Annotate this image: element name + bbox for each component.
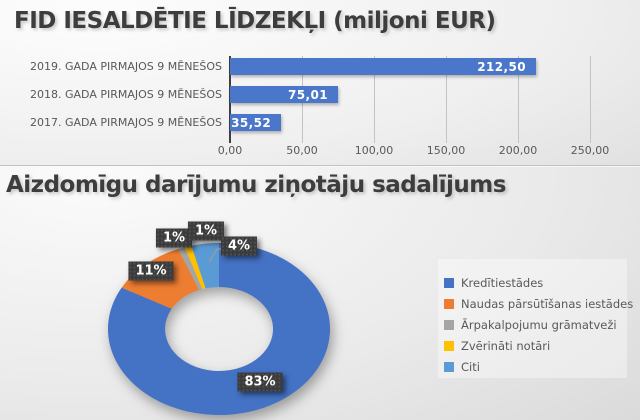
gridline bbox=[590, 56, 591, 143]
legend-color-swatch bbox=[444, 277, 454, 288]
bar-chart-panel-background bbox=[0, 0, 640, 166]
value-axis-tick-label: 50,00 bbox=[286, 144, 318, 157]
legend-color-swatch bbox=[444, 361, 454, 372]
gridline bbox=[518, 56, 519, 143]
legend-item: Naudas pārsūtīšanas iestādes bbox=[444, 296, 634, 311]
pie-data-label: 11% bbox=[128, 261, 174, 281]
bar-2018: 75,01 bbox=[230, 86, 338, 103]
legend-color-swatch bbox=[444, 319, 454, 330]
legend-backdrop bbox=[438, 259, 627, 378]
bar-2017: 35,52 bbox=[230, 114, 282, 131]
value-axis-tick-label: 250,00 bbox=[570, 144, 610, 157]
category-label: 2017. GADA PIRMAJOS 9 MĒNEŠOS bbox=[30, 116, 222, 129]
gridline bbox=[374, 56, 375, 143]
legend-label: Citi bbox=[461, 359, 480, 374]
legend-label: Naudas pārsūtīšanas iestādes bbox=[461, 296, 634, 311]
legend-label: Zvērināti notāri bbox=[461, 338, 551, 353]
bar-chart-title: FID IESALDĒTIE LĪDZEKĻI (miljoni EUR) bbox=[14, 8, 496, 34]
value-axis-tick-label: 0,00 bbox=[217, 144, 243, 157]
bar-chart-plot-area: 212,50 75,01 35,52 bbox=[229, 56, 591, 143]
pie-data-label: 1% bbox=[187, 221, 225, 241]
bar-value-label: 212,50 bbox=[477, 59, 526, 74]
category-label: 2018. GADA PIRMAJOS 9 MĒNEŠOS bbox=[30, 88, 222, 101]
legend-color-swatch bbox=[444, 298, 454, 309]
bar-value-label: 75,01 bbox=[288, 87, 328, 102]
value-axis-tick-label: 200,00 bbox=[498, 144, 538, 157]
legend-color-swatch bbox=[444, 340, 454, 351]
legend-label: Kredītiestādes bbox=[461, 275, 544, 290]
legend-item: Ārpakalpojumu grāmatveži bbox=[444, 317, 633, 332]
gridline bbox=[446, 56, 447, 143]
bar-value-label: 35,52 bbox=[231, 115, 272, 130]
category-label: 2019. GADA PIRMAJOS 9 MĒNEŠOS bbox=[30, 60, 222, 73]
value-axis-tick-label: 150,00 bbox=[426, 144, 466, 157]
pie-data-label: 1% bbox=[155, 228, 193, 248]
pie-data-label: 4% bbox=[220, 236, 258, 256]
legend-item: Zvērināti notāri bbox=[444, 338, 633, 353]
bar-2019: 212,50 bbox=[230, 58, 536, 75]
pie-data-label: 83% bbox=[237, 372, 283, 392]
legend-item: Kredītiestādes bbox=[444, 275, 633, 290]
legend-item: Citi bbox=[444, 359, 633, 374]
value-axis-tick-label: 100,00 bbox=[354, 144, 394, 157]
pie-legend: Kredītiestādes Naudas pārsūtīšanas iestād… bbox=[444, 276, 633, 381]
legend-label: Ārpakalpojumu grāmatveži bbox=[461, 317, 617, 332]
pie-chart-title: Aizdomīgu darījumu ziņotāju sadalījums bbox=[6, 172, 506, 198]
